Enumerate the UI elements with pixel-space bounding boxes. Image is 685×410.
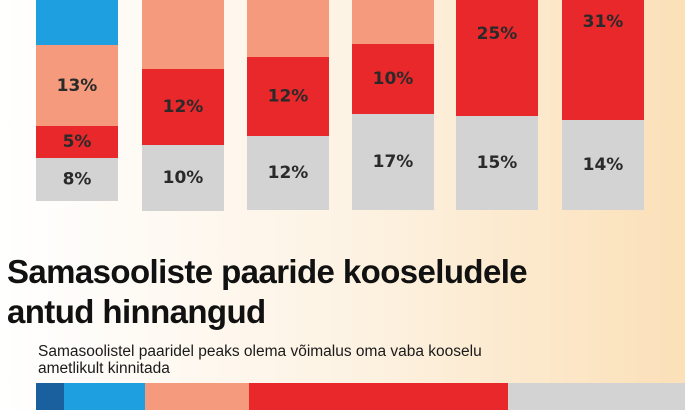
- bar-data-label: 10%: [163, 168, 204, 188]
- hbar-segment-2: [64, 383, 145, 410]
- bar-data-label: 12%: [268, 87, 309, 107]
- bar-column-2: 10% 12%: [142, 0, 224, 211]
- hbar-segment-1: [36, 383, 64, 410]
- subtitle-line-2: ametlikult kinnitada: [38, 360, 170, 377]
- bar-segment-gray: [562, 120, 644, 210]
- bar-data-label: 25%: [477, 24, 518, 44]
- bar-column-4: 17% 10%: [352, 0, 434, 210]
- bar-segment-red: [247, 57, 329, 136]
- bar-data-label: 12%: [268, 163, 309, 183]
- bar-data-label: 10%: [373, 69, 414, 89]
- bar-data-label: 5%: [63, 132, 92, 152]
- bar-segment-red: [36, 126, 118, 158]
- bar-segment-red: [456, 0, 538, 116]
- bar-segment-red: [562, 0, 644, 120]
- bar-segment-salmon: [36, 45, 118, 126]
- bar-column-6: 14% 31%: [562, 0, 644, 210]
- bar-segment-blue: [36, 0, 118, 45]
- bar-segment-salmon: [247, 0, 329, 57]
- bar-column-5: 15% 25%: [456, 0, 538, 210]
- headline-line-1: Samasooliste paaride kooseludele: [7, 253, 528, 290]
- chart-subtitle: Samasoolistel paaridel peaks olema võima…: [38, 343, 638, 377]
- hbar-segment-5: [508, 383, 685, 410]
- bar-segment-red: [142, 69, 224, 145]
- bar-data-label: 31%: [583, 12, 624, 32]
- bar-segment-salmon: [142, 0, 224, 69]
- bar-data-label: 12%: [163, 97, 204, 117]
- bar-segment-gray: [247, 136, 329, 210]
- stacked-bar-chart-bottom: [36, 383, 685, 410]
- bar-data-label: 8%: [63, 170, 92, 190]
- bar-data-label: 14%: [583, 155, 624, 175]
- bar-column-3: 12% 12%: [247, 0, 329, 210]
- bar-data-label: 17%: [373, 152, 414, 172]
- bar-segment-gray: [142, 145, 224, 211]
- stacked-bar-chart-top: 8% 5% 13% 10% 12% 12% 12% 17% 10% 15% 25% 14% 31%: [36, 0, 644, 211]
- bar-segment-gray: [36, 158, 118, 201]
- bar-data-label: 15%: [477, 153, 518, 173]
- bar-column-1: 8% 5% 13%: [36, 0, 118, 201]
- subtitle-line-1: Samasoolistel paaridel peaks olema võima…: [38, 343, 482, 360]
- headline-line-2: antud hinnangud: [7, 293, 266, 330]
- bar-data-label: 13%: [57, 76, 98, 96]
- hbar-segment-4: [249, 383, 508, 410]
- bar-segment-gray: [456, 116, 538, 210]
- hbar-segment-3: [145, 383, 249, 410]
- bar-segment-red: [352, 44, 434, 114]
- bar-segment-salmon: [352, 0, 434, 44]
- chart-headline: Samasooliste paaride kooseludele antud h…: [7, 252, 528, 332]
- bar-segment-gray: [352, 114, 434, 210]
